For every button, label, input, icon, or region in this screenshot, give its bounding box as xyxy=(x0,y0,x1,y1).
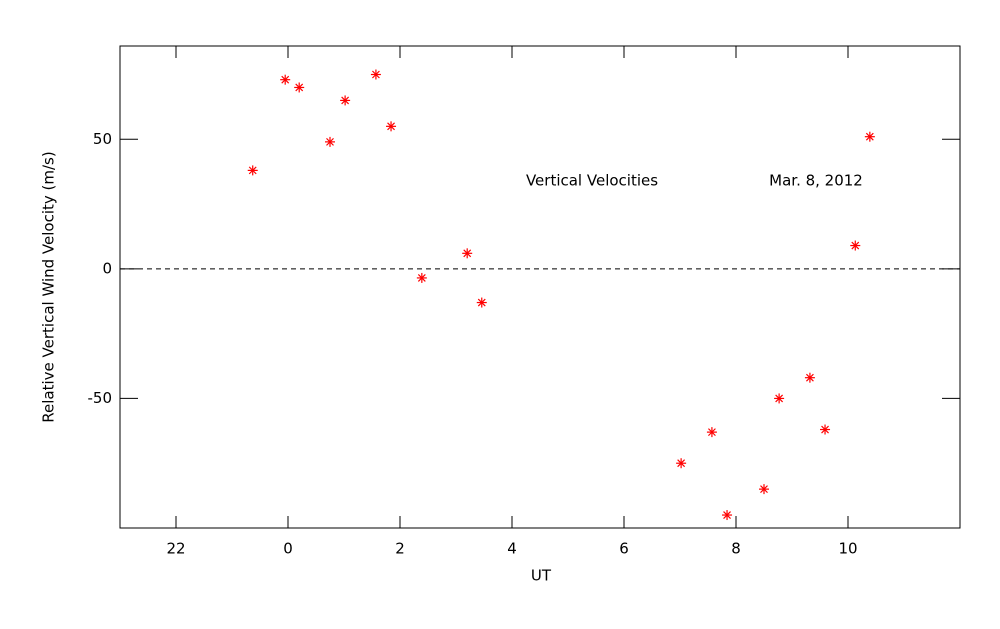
marker xyxy=(476,297,487,308)
annotation: Vertical Velocities xyxy=(526,172,658,190)
marker-stroke xyxy=(295,83,304,92)
marker xyxy=(416,272,427,283)
marker xyxy=(325,136,335,147)
x-tick-label: 4 xyxy=(507,540,517,558)
marker xyxy=(247,165,258,176)
marker-stroke xyxy=(387,122,395,131)
marker-stroke xyxy=(463,249,472,258)
marker xyxy=(386,121,397,132)
marker xyxy=(706,427,717,438)
marker xyxy=(759,484,769,495)
y-axis-label: Relative Vertical Wind Velocity (m/s) xyxy=(40,151,58,422)
marker xyxy=(722,510,733,521)
x-tick-label: 8 xyxy=(731,540,741,558)
marker-stroke xyxy=(821,425,829,434)
x-tick-label: 6 xyxy=(619,540,629,558)
marker xyxy=(864,131,875,142)
marker xyxy=(804,372,815,383)
marker-stroke xyxy=(326,137,334,146)
marker-stroke xyxy=(760,485,768,494)
marker-stroke xyxy=(341,96,350,105)
marker-stroke xyxy=(677,459,686,468)
marker-stroke xyxy=(281,75,290,84)
marker-stroke xyxy=(417,274,426,282)
marker xyxy=(850,240,861,251)
marker-stroke xyxy=(477,298,486,307)
x-tick-label: 22 xyxy=(166,540,185,558)
marker xyxy=(676,458,687,469)
marker-stroke xyxy=(851,241,860,250)
marker xyxy=(294,82,305,93)
marker-stroke xyxy=(865,132,874,141)
x-tick-label: 0 xyxy=(283,540,293,558)
marker xyxy=(280,74,291,85)
marker-stroke xyxy=(723,511,731,519)
marker-stroke xyxy=(707,428,716,437)
x-tick-label: 10 xyxy=(838,540,857,558)
marker-stroke xyxy=(248,166,257,175)
plot-frame xyxy=(119,45,961,529)
annotation: Mar. 8, 2012 xyxy=(769,172,863,190)
x-tick-label: 2 xyxy=(395,540,405,558)
y-tick-label: -50 xyxy=(88,389,113,407)
marker xyxy=(774,393,785,404)
marker-stroke xyxy=(805,373,814,382)
marker xyxy=(340,95,351,106)
x-axis-label: UT xyxy=(531,567,552,585)
marker-stroke xyxy=(371,70,380,79)
marker xyxy=(820,424,831,435)
marker xyxy=(462,248,473,259)
marker xyxy=(370,69,381,80)
y-tick-label: 0 xyxy=(102,259,112,277)
marker-stroke xyxy=(775,394,784,403)
y-tick-label: 50 xyxy=(93,130,112,148)
